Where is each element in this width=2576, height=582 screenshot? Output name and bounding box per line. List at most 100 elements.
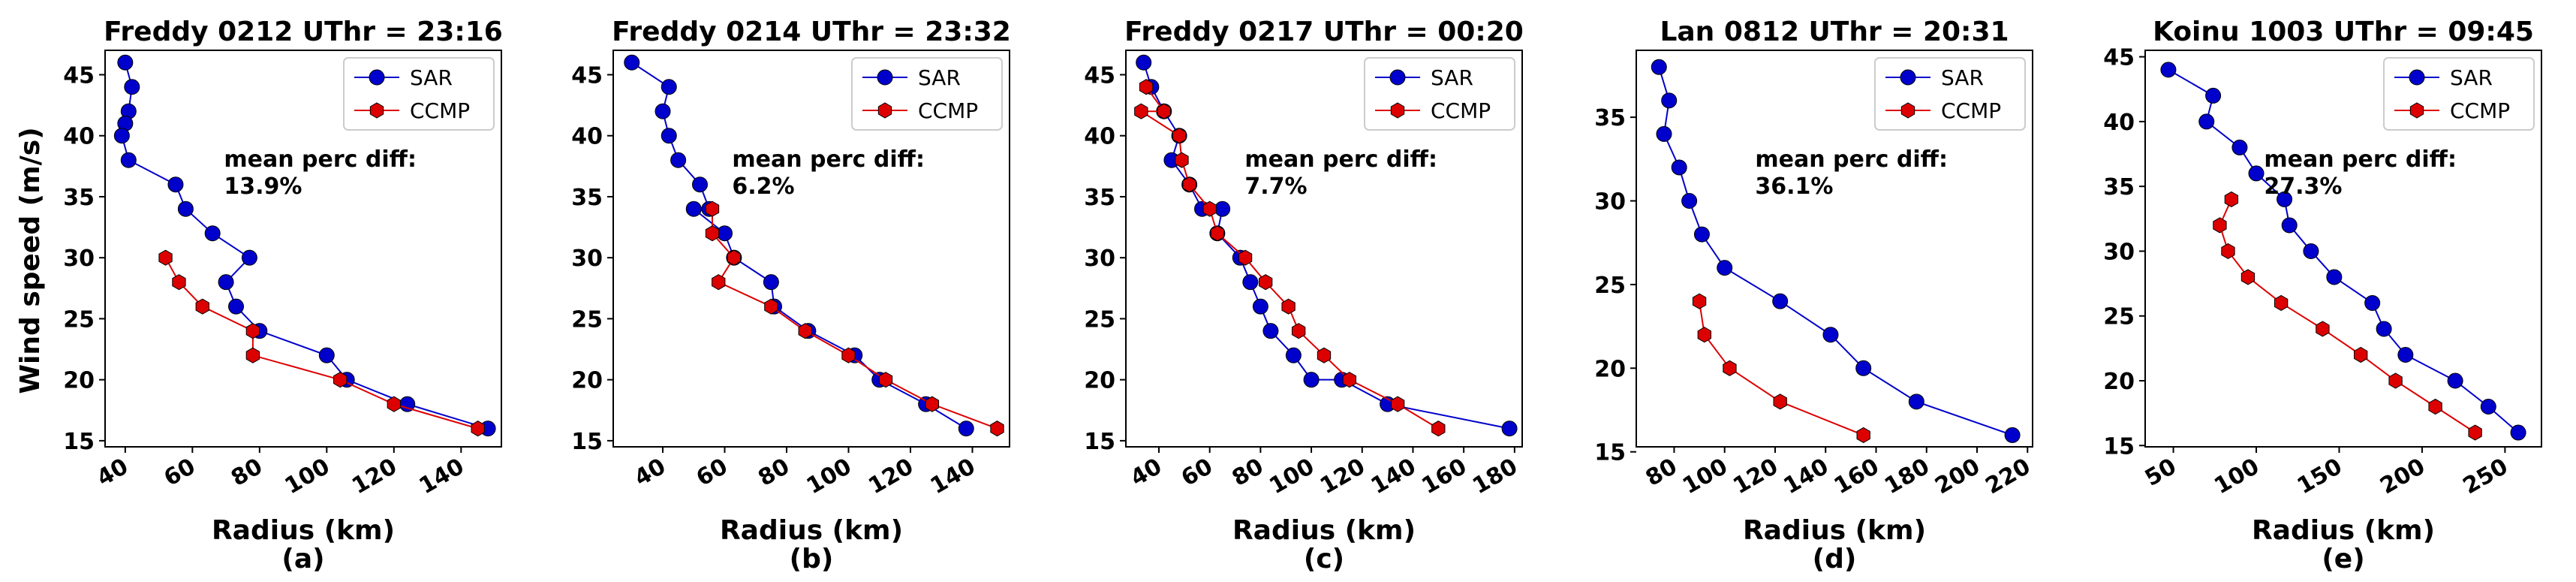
x-tick-label: 50: [2141, 454, 2181, 492]
y-tick-label: 45: [1084, 62, 1115, 89]
data-point-ccmp: [1210, 225, 1225, 242]
data-point-sar: [124, 79, 140, 95]
annotation-value: 7.7%: [1244, 173, 1307, 200]
data-point-ccmp: [1134, 103, 1148, 119]
y-tick-label: 30: [571, 246, 603, 272]
x-tick-label: 120: [348, 454, 402, 500]
x-tick-label: 80: [227, 454, 267, 492]
data-point-ccmp: [1182, 176, 1196, 193]
data-point-sar: [1661, 92, 1678, 109]
y-tick-label: 30: [1084, 246, 1115, 272]
legend: SAR CCMP: [851, 57, 1003, 131]
data-point-ccmp: [2316, 321, 2330, 337]
data-point-sar: [117, 54, 134, 71]
data-point-ccmp: [1390, 396, 1405, 412]
y-tick-label: 35: [571, 185, 603, 211]
data-point-ccmp: [2428, 398, 2442, 415]
x-tick-label: 120: [1316, 454, 1370, 500]
x-tick-label: 100: [1265, 454, 1319, 500]
data-point-ccmp: [841, 347, 856, 363]
series-line-ccmp: [164, 257, 478, 430]
data-point-sar: [1262, 323, 1279, 339]
data-point-ccmp: [1856, 427, 1870, 443]
x-tick-label: 100: [2210, 454, 2264, 500]
x-tick-label: 80: [1228, 454, 1268, 492]
data-point-sar: [2376, 321, 2392, 337]
data-point-sar: [1717, 260, 1733, 276]
y-tick-label: 15: [1084, 429, 1115, 455]
x-axis-label: Radius (km): [1743, 515, 1926, 546]
y-tick-label: 30: [2103, 239, 2135, 265]
panel-caption: (c): [1304, 544, 1344, 574]
chart-title: Freddy 0214 UThr = 23:32: [612, 17, 1011, 47]
x-axis-label: Radius (km): [1232, 515, 1416, 546]
x-tick-label: 140: [1367, 454, 1421, 500]
chart-panel-1: Freddy 0212 UThr = 23:16 40 60 80 100 120 140 1…: [63, 17, 503, 574]
plot-frame: [1636, 50, 2033, 448]
y-tick-label: 30: [1594, 189, 1626, 216]
y-tick-label: 15: [571, 429, 603, 455]
data-point-ccmp: [1172, 128, 1187, 144]
chart-panel-5: Koinu 1003 UThr = 09:45 50 100 150 200 250 15 2…: [2103, 17, 2542, 574]
x-tick-label: 140: [926, 454, 980, 500]
legend-marker-ccmp: [2409, 102, 2424, 119]
plot-frame: [612, 50, 1010, 448]
legend-label: CCMP: [1431, 98, 1491, 123]
annotation-label: mean perc diff:: [1244, 146, 1437, 173]
data-point-sar: [2277, 191, 2293, 207]
data-point-ccmp: [1291, 323, 1306, 339]
x-tick-label: 40: [92, 454, 133, 492]
legend-marker-ccmp: [1390, 102, 1405, 119]
y-tick-label: 25: [63, 306, 95, 333]
data-point-sar: [1501, 421, 1518, 437]
panel-caption: (b): [790, 544, 834, 574]
annotation-value: 27.3%: [2264, 173, 2342, 200]
legend-label: SAR: [410, 65, 453, 90]
data-point-ccmp: [2224, 191, 2239, 208]
data-point-sar: [1671, 159, 1687, 176]
legend-marker-ccmp: [369, 102, 384, 119]
data-point-sar: [1252, 298, 1268, 315]
data-point-sar: [2326, 269, 2343, 285]
data-point-ccmp: [333, 372, 348, 388]
data-point-ccmp: [195, 298, 209, 315]
data-point-sar: [661, 128, 677, 144]
chart-panel-4: Lan 0812 UThr = 20:318010012014016018020…: [1594, 17, 2035, 574]
y-tick-label: 20: [63, 368, 95, 394]
x-tick-label: 60: [160, 454, 200, 492]
y-tick-label: 25: [1594, 273, 1626, 299]
x-tick-label: 180: [1880, 454, 1934, 500]
data-point-sar: [1656, 125, 1672, 142]
legend-label: CCMP: [410, 98, 470, 123]
y-tick-label: 35: [63, 185, 95, 211]
data-point-sar: [1681, 193, 1698, 210]
data-point-ccmp: [2468, 424, 2482, 441]
series-line-ccmp: [2219, 199, 2476, 433]
y-tick-label: 45: [63, 62, 95, 89]
y-tick-label: 20: [1084, 368, 1115, 394]
y-tick-label: 45: [571, 62, 603, 89]
data-point-ccmp: [990, 421, 1004, 437]
data-point-sar: [670, 152, 687, 168]
annotation-label: mean perc diff:: [732, 146, 925, 173]
data-point-ccmp: [1342, 372, 1357, 388]
y-tick-label: 35: [2103, 174, 2135, 201]
legend-label: SAR: [1941, 65, 1984, 90]
y-tick-label: 45: [2103, 45, 2135, 71]
plot-frame: [1125, 50, 1523, 448]
data-point-sar: [1242, 274, 1259, 291]
data-point-ccmp: [1773, 394, 1787, 410]
panel-caption: (a): [281, 544, 324, 574]
data-point-sar: [120, 152, 137, 168]
panel-caption: (d): [1813, 544, 1857, 574]
data-point-sar: [1772, 293, 1789, 309]
legend: SAR CCMP: [343, 57, 495, 131]
plot-frame: [2144, 50, 2542, 448]
data-point-ccmp: [1157, 103, 1171, 119]
y-tick-label: 15: [1594, 440, 1626, 466]
data-point-sar: [1693, 226, 1710, 243]
data-point-ccmp: [705, 225, 720, 242]
data-point-sar: [1822, 327, 1839, 343]
